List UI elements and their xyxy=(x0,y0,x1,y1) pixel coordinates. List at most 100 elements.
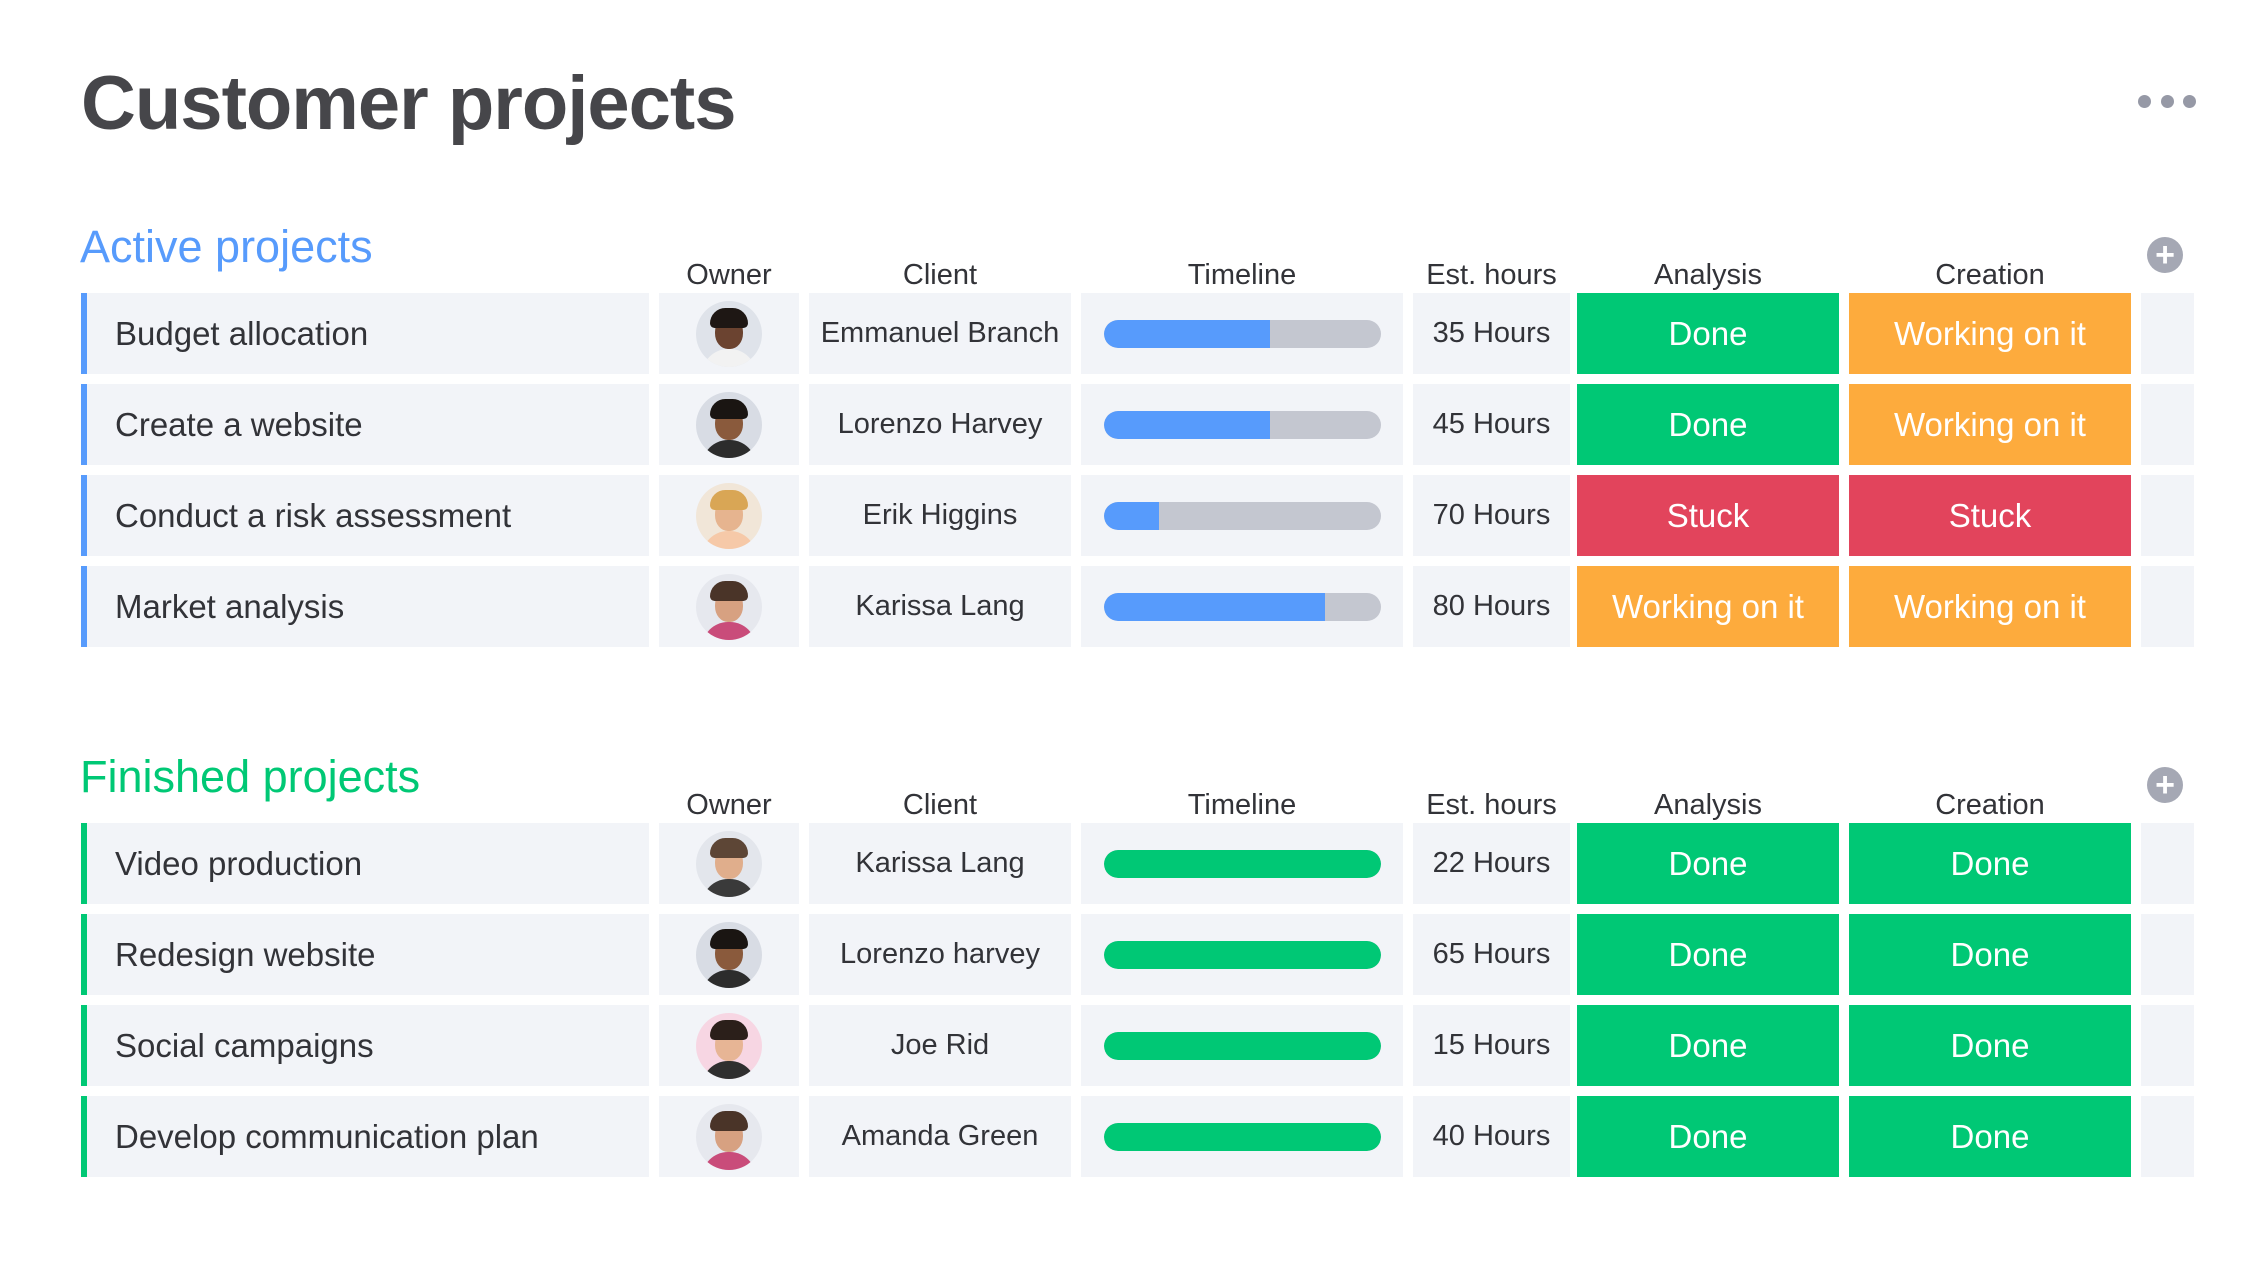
creation-status-done[interactable]: Done xyxy=(1849,1005,2131,1086)
column-header-owner[interactable]: Owner xyxy=(686,789,772,821)
item-name-cell[interactable]: Redesign website xyxy=(81,914,649,995)
analysis-status-done[interactable]: Done xyxy=(1577,914,1839,995)
est-hours-cell[interactable]: 22 Hours xyxy=(1413,823,1570,904)
creation-status-working-on-it[interactable]: Working on it xyxy=(1849,384,2131,465)
group-color-stripe xyxy=(81,384,87,465)
est-hours-cell[interactable]: 45 Hours xyxy=(1413,384,1570,465)
group-color-stripe xyxy=(81,1005,87,1086)
creation-status-working-on-it[interactable]: Working on it xyxy=(1849,293,2131,374)
item-name-cell[interactable]: Budget allocation xyxy=(81,293,649,374)
client-cell[interactable]: Karissa Lang xyxy=(809,823,1071,904)
est-hours-cell[interactable]: 70 Hours xyxy=(1413,475,1570,556)
group-title[interactable]: Finished projects xyxy=(80,751,421,802)
owner-cell[interactable] xyxy=(659,384,799,465)
avatar xyxy=(696,573,762,640)
table-row: Conduct a risk assessment Erik Higgins 70 … xyxy=(0,475,2265,556)
owner-cell[interactable] xyxy=(659,293,799,374)
plus-circle-icon[interactable]: + xyxy=(2147,767,2183,803)
timeline-bar xyxy=(1103,1122,1381,1151)
timeline-bar xyxy=(1103,592,1381,621)
analysis-status-working-on-it[interactable]: Working on it xyxy=(1577,566,1839,647)
column-header-creation[interactable]: Creation xyxy=(1935,789,2045,821)
timeline-cell[interactable] xyxy=(1081,384,1403,465)
item-name-cell[interactable]: Conduct a risk assessment xyxy=(81,475,649,556)
group-finished: Finished projects Owner Client Timeline Est.… xyxy=(0,750,2265,1187)
more-horizontal-icon[interactable] xyxy=(2138,86,2196,116)
est-hours-cell[interactable]: 35 Hours xyxy=(1413,293,1570,374)
timeline-cell[interactable] xyxy=(1081,475,1403,556)
creation-status-done[interactable]: Done xyxy=(1849,823,2131,904)
column-header-timeline[interactable]: Timeline xyxy=(1187,259,1297,291)
column-header-creation[interactable]: Creation xyxy=(1935,259,2045,291)
table-row: Social campaigns Joe Rid 15 Hours Done Done xyxy=(0,1005,2265,1086)
timeline-bar xyxy=(1103,940,1381,969)
group-title[interactable]: Active projects xyxy=(80,221,373,272)
creation-status-working-on-it[interactable]: Working on it xyxy=(1849,566,2131,647)
item-name-cell[interactable]: Market analysis xyxy=(81,566,649,647)
creation-status-done[interactable]: Done xyxy=(1849,914,2131,995)
avatar xyxy=(696,921,762,988)
owner-cell[interactable] xyxy=(659,566,799,647)
column-header-analysis[interactable]: Analysis xyxy=(1654,789,1762,821)
item-name-cell[interactable]: Video production xyxy=(81,823,649,904)
timeline-progress-fill xyxy=(1103,592,1326,621)
group-color-stripe xyxy=(81,293,87,374)
client-cell[interactable]: Joe Rid xyxy=(809,1005,1071,1086)
column-header-analysis[interactable]: Analysis xyxy=(1654,259,1762,291)
group-color-stripe xyxy=(81,566,87,647)
empty-cell xyxy=(2141,914,2194,995)
client-cell[interactable]: Karissa Lang xyxy=(809,566,1071,647)
est-hours-cell[interactable]: 40 Hours xyxy=(1413,1096,1570,1177)
analysis-status-done[interactable]: Done xyxy=(1577,384,1839,465)
timeline-progress-fill xyxy=(1103,1122,1381,1151)
column-header-client[interactable]: Client xyxy=(902,789,978,821)
timeline-cell[interactable] xyxy=(1081,1096,1403,1177)
column-header-client[interactable]: Client xyxy=(902,259,978,291)
timeline-progress-fill xyxy=(1103,501,1159,530)
table-row: Video production Karissa Lang 22 Hours Done… xyxy=(0,823,2265,904)
timeline-bar xyxy=(1103,319,1381,348)
timeline-progress-fill xyxy=(1103,319,1270,348)
timeline-cell[interactable] xyxy=(1081,293,1403,374)
est-hours-cell[interactable]: 65 Hours xyxy=(1413,914,1570,995)
analysis-status-stuck[interactable]: Stuck xyxy=(1577,475,1839,556)
item-name: Market analysis xyxy=(115,587,345,625)
timeline-cell[interactable] xyxy=(1081,914,1403,995)
owner-cell[interactable] xyxy=(659,475,799,556)
timeline-cell[interactable] xyxy=(1081,823,1403,904)
analysis-status-done[interactable]: Done xyxy=(1577,293,1839,374)
analysis-status-done[interactable]: Done xyxy=(1577,823,1839,904)
analysis-status-done[interactable]: Done xyxy=(1577,1096,1839,1177)
item-name: Conduct a risk assessment xyxy=(115,496,512,534)
est-hours-cell[interactable]: 80 Hours xyxy=(1413,566,1570,647)
client-cell[interactable]: Emmanuel Branch xyxy=(809,293,1071,374)
avatar xyxy=(696,1103,762,1170)
analysis-status-done[interactable]: Done xyxy=(1577,1005,1839,1086)
item-name-cell[interactable]: Create a website xyxy=(81,384,649,465)
owner-cell[interactable] xyxy=(659,1005,799,1086)
column-header-hours[interactable]: Est. hours xyxy=(1426,259,1557,291)
client-cell[interactable]: Erik Higgins xyxy=(809,475,1071,556)
item-name-cell[interactable]: Develop communication plan xyxy=(81,1096,649,1177)
avatar xyxy=(696,1012,762,1079)
group-active: Active projects Owner Client Timeline Est. h… xyxy=(0,220,2265,657)
owner-cell[interactable] xyxy=(659,1096,799,1177)
column-header-timeline[interactable]: Timeline xyxy=(1187,789,1297,821)
client-cell[interactable]: Lorenzo Harvey xyxy=(809,384,1071,465)
column-header-owner[interactable]: Owner xyxy=(686,259,772,291)
item-name-cell[interactable]: Social campaigns xyxy=(81,1005,649,1086)
owner-cell[interactable] xyxy=(659,823,799,904)
owner-cell[interactable] xyxy=(659,914,799,995)
plus-circle-icon[interactable]: + xyxy=(2147,237,2183,273)
est-hours-cell[interactable]: 15 Hours xyxy=(1413,1005,1570,1086)
item-name: Redesign website xyxy=(115,935,376,973)
avatar xyxy=(696,830,762,897)
client-cell[interactable]: Amanda Green xyxy=(809,1096,1071,1177)
creation-status-done[interactable]: Done xyxy=(1849,1096,2131,1177)
client-cell[interactable]: Lorenzo harvey xyxy=(809,914,1071,995)
column-header-hours[interactable]: Est. hours xyxy=(1426,789,1557,821)
creation-status-stuck[interactable]: Stuck xyxy=(1849,475,2131,556)
timeline-cell[interactable] xyxy=(1081,1005,1403,1086)
timeline-progress-fill xyxy=(1103,940,1381,969)
timeline-cell[interactable] xyxy=(1081,566,1403,647)
